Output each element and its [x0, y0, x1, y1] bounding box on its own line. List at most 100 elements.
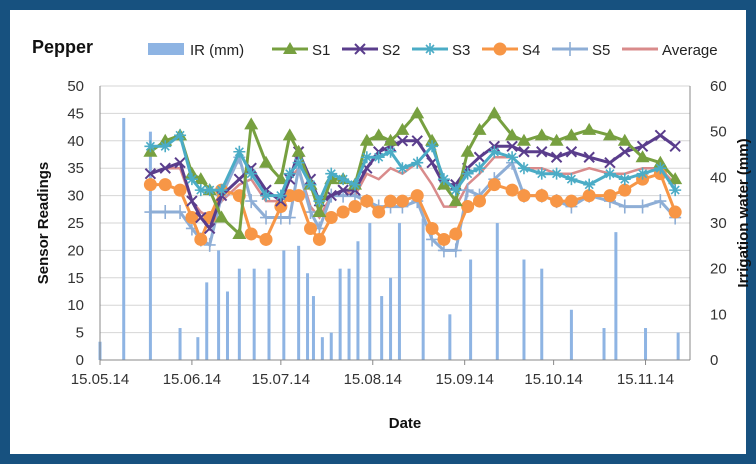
data-point: [304, 205, 317, 220]
data-point: [564, 194, 578, 208]
x-tick-label: 15.06.14: [163, 371, 221, 388]
data-point: [185, 211, 199, 225]
data-point: [549, 133, 564, 146]
data-point: [233, 145, 246, 158]
data-point: [410, 189, 424, 203]
data-point: [460, 144, 475, 157]
data-point: [282, 128, 297, 141]
data-point: [383, 133, 398, 146]
data-point: [348, 200, 362, 214]
data-point: [312, 205, 327, 218]
series-lines: [143, 106, 683, 258]
data-point: [618, 183, 632, 197]
ir-bar: [252, 268, 256, 360]
data-point: [325, 167, 338, 180]
data-point: [395, 194, 409, 208]
data-point: [583, 178, 596, 191]
data-point: [449, 184, 462, 197]
data-point: [487, 178, 501, 192]
data-point: [437, 173, 450, 186]
ir-bar: [282, 250, 286, 360]
data-point: [536, 146, 548, 158]
ir-bar: [311, 296, 315, 360]
data-point: [193, 172, 208, 185]
data-point: [425, 221, 439, 235]
ir-bar: [347, 268, 351, 360]
series-line: [149, 133, 677, 232]
x-tick-label: 15.07.14: [252, 371, 310, 388]
data-point: [283, 189, 297, 203]
ir-bar: [644, 328, 648, 360]
chart-frame: Pepper IR (mm) S1 S2 S3 S4 S5 Average 0 5 10 15 20…: [0, 0, 756, 464]
ir-bar: [421, 218, 425, 360]
data-point: [186, 195, 198, 207]
data-point: [194, 232, 208, 246]
data-point: [411, 135, 423, 147]
data-point: [336, 205, 350, 219]
ir-bar: [237, 268, 241, 360]
ir-bar: [522, 259, 526, 360]
y-tick-label: 20: [67, 242, 84, 259]
y-tick-label: 35: [67, 160, 84, 177]
ir-bar: [306, 273, 310, 360]
chart: Pepper IR (mm) S1 S2 S3 S4 S5 Average 0 5 10 15 20…: [32, 37, 752, 432]
ir-bar: [297, 245, 301, 360]
ir-bar: [122, 117, 126, 360]
data-point: [493, 42, 507, 56]
ir-bar: [540, 268, 544, 360]
data-point: [635, 150, 650, 163]
data-point: [604, 157, 616, 169]
data-point: [636, 140, 649, 152]
data-point: [283, 42, 297, 54]
data-point: [668, 205, 682, 219]
data-point: [313, 195, 326, 208]
y-tick-label: 50: [67, 78, 84, 95]
data-point: [384, 145, 397, 158]
ir-bar: [380, 296, 384, 360]
y-tick-label: 15: [67, 270, 84, 287]
data-point: [506, 140, 518, 152]
data-point: [304, 221, 318, 235]
ir-bar: [389, 277, 393, 360]
data-point: [195, 211, 207, 224]
data-point: [461, 167, 474, 180]
series-s1: [143, 106, 683, 239]
y2-tick-label: 20: [710, 261, 727, 278]
data-point: [488, 145, 501, 158]
data-point: [158, 178, 172, 192]
data-point: [245, 194, 258, 209]
data-point: [185, 173, 198, 186]
data-point: [143, 178, 157, 192]
y-tick-label: 30: [67, 188, 84, 205]
data-point: [283, 210, 296, 225]
data-point: [618, 199, 631, 214]
data-point: [337, 184, 349, 196]
data-point: [617, 133, 632, 146]
ir-bar: [178, 328, 182, 360]
data-point: [159, 140, 172, 153]
data-point: [215, 184, 228, 197]
data-point: [505, 183, 519, 197]
data-point: [244, 227, 258, 241]
data-point: [354, 43, 366, 55]
data-point: [564, 128, 579, 141]
x-axis-title: Date: [389, 415, 422, 432]
ir-bar: [217, 250, 221, 360]
data-point: [359, 133, 374, 146]
data-point: [203, 222, 216, 235]
data-point: [449, 243, 462, 258]
data-point: [619, 146, 631, 158]
y-tick-label: 5: [76, 325, 84, 342]
legend-label-ir: IR (mm): [190, 42, 244, 59]
ir-bar: [495, 223, 499, 360]
data-point: [461, 200, 475, 214]
data-point: [144, 205, 157, 220]
ir-bar: [676, 332, 680, 360]
data-point: [244, 117, 259, 130]
data-point: [517, 162, 530, 175]
data-point: [274, 189, 287, 202]
data-point: [449, 227, 463, 241]
data-point: [603, 189, 617, 203]
data-point: [550, 151, 563, 163]
data-point: [636, 199, 649, 214]
